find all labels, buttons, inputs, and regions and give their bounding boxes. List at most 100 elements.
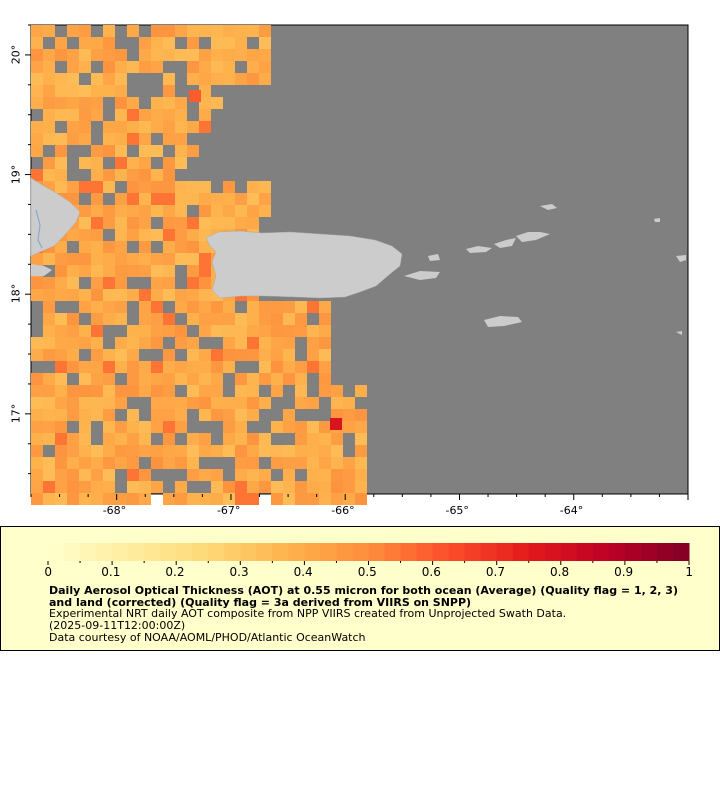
- aot-cell: [55, 73, 67, 85]
- aot-cell: [295, 373, 307, 385]
- aot-cell: [139, 109, 151, 121]
- aot-cell: [79, 229, 91, 241]
- aot-map: [25, 24, 689, 505]
- aot-cell: [151, 49, 163, 61]
- aot-cell: [151, 253, 163, 265]
- aot-cell: [271, 325, 283, 337]
- aot-cell: [283, 301, 295, 313]
- aot-cell: [283, 373, 295, 385]
- aot-cell: [31, 421, 43, 433]
- aot-cell: [223, 217, 235, 229]
- vieques-land: [404, 271, 440, 280]
- aot-cell: [247, 445, 259, 457]
- aot-cell: [139, 481, 151, 493]
- aot-cell: [67, 409, 79, 421]
- aot-cell: [103, 205, 115, 217]
- aot-cell: [91, 337, 103, 349]
- aot-cell: [223, 493, 235, 505]
- aot-cell: [115, 301, 127, 313]
- aot-cell: [43, 85, 55, 97]
- aot-cell: [31, 61, 43, 73]
- aot-cell: [79, 457, 91, 469]
- aot-cell: [175, 241, 187, 253]
- land-mask: [30, 177, 686, 335]
- aot-cell: [139, 157, 151, 169]
- aot-cell: [79, 157, 91, 169]
- aot-cell: [79, 121, 91, 133]
- aot-cell: [187, 313, 199, 325]
- aot-cell: [103, 49, 115, 61]
- aot-cell: [67, 121, 79, 133]
- aot-cell: [43, 157, 55, 169]
- aot-cell: [211, 493, 223, 505]
- aot-cell: [103, 25, 115, 37]
- aot-cell: [31, 25, 43, 37]
- aot-cell: [271, 481, 283, 493]
- aot-cell: [187, 181, 199, 193]
- aot-cell: [79, 361, 91, 373]
- aot-cell: [55, 85, 67, 97]
- aot-cell: [235, 73, 247, 85]
- hispaniola-land: [30, 177, 81, 257]
- aot-cell: [175, 133, 187, 145]
- aot-cell: [163, 73, 175, 85]
- aot-cell: [247, 433, 259, 445]
- aot-cell: [31, 277, 43, 289]
- aot-cell: [67, 97, 79, 109]
- aot-cell: [139, 169, 151, 181]
- aot-cell: [175, 145, 187, 157]
- aot-cell: [127, 169, 139, 181]
- aot-cell: [91, 217, 103, 229]
- colorbar-segment: [144, 543, 161, 561]
- aot-cell: [139, 181, 151, 193]
- aot-cell: [127, 481, 139, 493]
- aot-cell: [283, 493, 295, 505]
- aot-cell: [139, 313, 151, 325]
- aot-cell: [175, 193, 187, 205]
- aot-cell: [79, 265, 91, 277]
- aot-cell: [295, 421, 307, 433]
- aot-cell: [151, 445, 163, 457]
- aot-cell: [211, 205, 223, 217]
- saba-land: [676, 331, 682, 335]
- aot-cell: [43, 25, 55, 37]
- aot-cell: [139, 493, 151, 505]
- aot-cell: [331, 481, 343, 493]
- aot-cell: [187, 457, 199, 469]
- aot-cell: [43, 421, 55, 433]
- aot-cell: [103, 217, 115, 229]
- aot-cell: [199, 325, 211, 337]
- aot-cell: [67, 265, 79, 277]
- aot-cell: [79, 289, 91, 301]
- aot-cell: [211, 217, 223, 229]
- aot-cell: [67, 181, 79, 193]
- aot-cell: [163, 157, 175, 169]
- aot-cell: [343, 469, 355, 481]
- aot-cell: [67, 493, 79, 505]
- aot-cell: [139, 205, 151, 217]
- aot-cell: [247, 373, 259, 385]
- aot-cell: [163, 313, 175, 325]
- aot-cell: [235, 433, 247, 445]
- aot-cell: [259, 25, 271, 37]
- aot-cell: [67, 325, 79, 337]
- colorbar-segment: [416, 543, 434, 561]
- aot-cell: [175, 205, 187, 217]
- aot-cell: [139, 61, 151, 73]
- aot-cell: [163, 325, 175, 337]
- aot-cell: [55, 157, 67, 169]
- aot-cell: [103, 133, 115, 145]
- aot-cell: [31, 97, 43, 109]
- aot-cell: [115, 229, 127, 241]
- aot-cell: [31, 457, 43, 469]
- aot-cell: [127, 121, 139, 133]
- aot-cell: [295, 301, 307, 313]
- colorbar-segment: [608, 543, 626, 561]
- aot-cell: [103, 181, 115, 193]
- aot-cell: [151, 277, 163, 289]
- colorbar-segment: [64, 543, 81, 561]
- aot-cell: [103, 145, 115, 157]
- aot-cell: [67, 313, 79, 325]
- aot-cell: [235, 193, 247, 205]
- aot-cell: [283, 337, 295, 349]
